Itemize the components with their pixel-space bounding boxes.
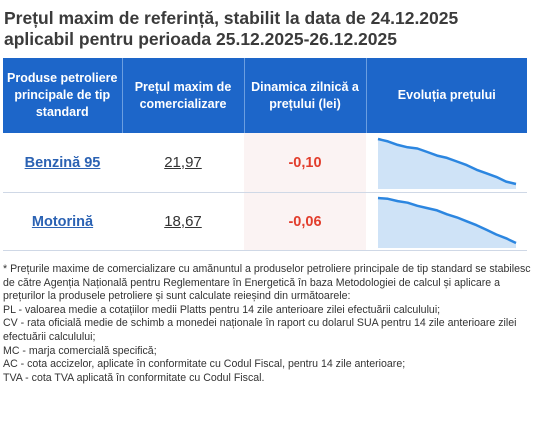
page-title: Prețul maxim de referință, stabilit la d… (4, 8, 534, 50)
footnote-mc: MC - marja comercială specifică; (3, 344, 157, 357)
dynamics-cell: -0,06 (244, 192, 366, 251)
table-row: Motorină 18,67 -0,06 (3, 192, 527, 251)
dynamics-cell: -0,10 (244, 133, 366, 193)
footnote-pl: PL - valoarea medie a cotațiilor medii P… (3, 303, 441, 316)
max-price-value: 18,67 (164, 213, 202, 230)
column-header-product: Produse petroliere principale de tip sta… (3, 58, 122, 133)
evolution-cell (366, 192, 527, 251)
price-table: Produse petroliere principale de tip sta… (3, 58, 527, 251)
column-header-dynamics: Dinamica zilnică a prețului (lei) (243, 58, 366, 133)
column-header-evolution: Evoluția prețului (365, 58, 527, 133)
sparkline-line (377, 196, 517, 244)
column-header-max-price: Prețul maxim de comercializare (121, 58, 244, 133)
title-line-1: Prețul maxim de referință, stabilit la d… (4, 8, 459, 28)
max-price-cell: 21,97 (122, 133, 244, 193)
product-cell: Motorină (3, 192, 122, 251)
product-link-benzina-95[interactable]: Benzină 95 (24, 154, 101, 171)
footnote-ac: AC - cota accizelor, aplicate în conform… (3, 358, 406, 371)
dynamics-value: -0,10 (288, 154, 322, 171)
footnote-cv: CV - rata oficială medie de schimb a mon… (3, 317, 517, 343)
footnote-tva: TVA - cota TVA aplicată în conformitate … (3, 371, 265, 384)
table-row: Benzină 95 21,97 -0,10 (3, 133, 527, 193)
dynamics-value: -0,06 (288, 213, 322, 230)
price-sparkline-benzina-95 (377, 137, 516, 189)
sparkline-line (377, 137, 516, 185)
max-price-value: 21,97 (164, 154, 202, 171)
evolution-cell (366, 133, 527, 193)
max-price-cell: 18,67 (122, 192, 244, 251)
footnotes: * Prețurile maxime de comercializare cu … (3, 263, 533, 385)
price-sparkline-motorina (377, 196, 517, 248)
sparkline-area (377, 138, 516, 189)
sparkline-area (377, 197, 516, 248)
title-line-2: aplicabil pentru perioada 25.12.2025-26.… (4, 29, 397, 49)
table-header-row: Produse petroliere principale de tip sta… (3, 58, 527, 133)
product-link-motorina[interactable]: Motorină (31, 213, 94, 230)
footnote-intro: * Prețurile maxime de comercializare cu … (3, 263, 531, 303)
product-cell: Benzină 95 (3, 133, 122, 193)
